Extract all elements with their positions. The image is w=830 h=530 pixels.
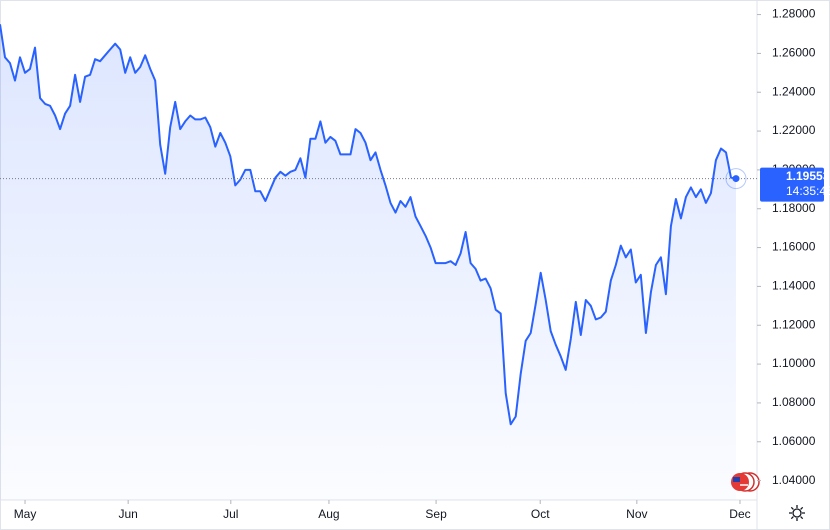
last-point-halo — [725, 168, 747, 190]
y-tick-label: 1.08000 — [772, 395, 816, 409]
x-tick-label: Dec — [729, 507, 750, 521]
y-tick-label: 1.06000 — [772, 434, 816, 448]
settings-icon[interactable] — [789, 505, 805, 521]
area-fill — [0, 24, 736, 501]
y-tick-label: 1.04000 — [772, 473, 816, 487]
y-tick-label: 1.24000 — [772, 84, 816, 98]
y-tick-label: 1.16000 — [772, 240, 816, 254]
price-label-box — [760, 167, 824, 202]
x-tick-label: Aug — [318, 507, 339, 521]
x-tick-label: Jun — [118, 507, 137, 521]
last-price-label: 1.19553 — [786, 169, 830, 183]
x-tick-label: Jul — [223, 507, 238, 521]
price-line — [0, 24, 737, 426]
y-tick-label: 1.28000 — [772, 7, 816, 21]
x-tick-label: Nov — [626, 507, 647, 521]
x-tick-label: Sep — [425, 507, 447, 521]
y-tick-label: 1.18000 — [772, 201, 816, 215]
x-tick-label: Oct — [531, 507, 550, 521]
last-time-label: 14:35:46 — [786, 184, 830, 198]
y-tick-label: 1.12000 — [772, 317, 816, 331]
y-tick-label: 1.22000 — [772, 123, 816, 137]
y-tick-label: 1.14000 — [772, 279, 816, 293]
x-tick-label: May — [14, 507, 37, 521]
last-point — [732, 175, 740, 183]
y-tick-label: 1.10000 — [772, 356, 816, 370]
y-tick-label: 1.26000 — [772, 46, 816, 60]
